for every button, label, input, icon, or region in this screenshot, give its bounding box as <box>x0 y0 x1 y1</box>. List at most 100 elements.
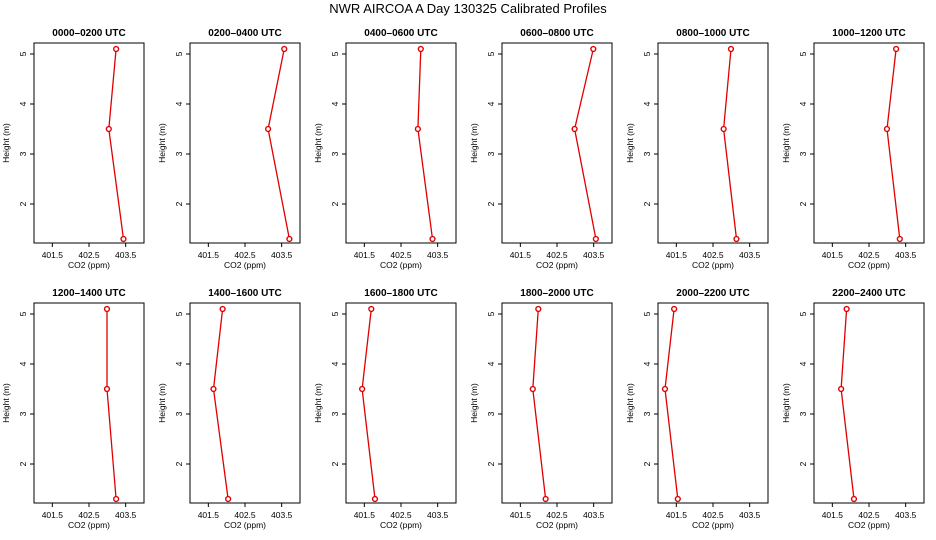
panel-title: 0600–0800 UTC <box>520 28 593 39</box>
y-tick-label: 2 <box>798 201 808 206</box>
x-tick-label: 401.5 <box>354 250 376 260</box>
panel-title: 1600–1800 UTC <box>364 288 437 299</box>
y-tick-label: 4 <box>486 361 496 366</box>
data-point <box>727 45 735 53</box>
profile-panel: 1600–1800 UTC 401.5 402.5 403.5 CO2 (ppm) 2 3 4… <box>313 288 457 530</box>
y-tick-label: 5 <box>330 311 340 316</box>
y-tick-label: 5 <box>486 51 496 56</box>
profile-panel: 2200–2400 UTC 401.5 402.5 403.5 CO2 (ppm) 2 3 4… <box>781 288 925 530</box>
x-tick-label: 403.5 <box>115 510 137 520</box>
plot-frame <box>189 42 301 244</box>
y-tick-label: 5 <box>18 311 28 316</box>
y-tick-label: 3 <box>18 411 28 416</box>
profile-panel: 0800–1000 UTC 401.5 402.5 403.5 CO2 (ppm) 2 3 4… <box>625 28 769 270</box>
data-point <box>542 495 549 503</box>
y-axis-label: Height (m) <box>1 123 11 163</box>
x-tick-label: 403.5 <box>427 250 449 260</box>
data-point <box>720 125 727 133</box>
data-point <box>733 235 740 243</box>
plot-frame <box>501 302 613 504</box>
y-axis-label: Height (m) <box>469 383 479 423</box>
data-point <box>225 495 232 503</box>
plot-frame <box>33 42 145 244</box>
y-tick-label: 4 <box>798 361 808 366</box>
x-axis-label: CO2 (ppm) <box>224 260 266 270</box>
x-tick-label: 403.5 <box>271 250 293 260</box>
x-tick-label: 402.5 <box>234 250 256 260</box>
x-tick-label: 401.5 <box>198 510 220 520</box>
profile-panel: 2000–2200 UTC 401.5 402.5 403.5 CO2 (ppm) 2 3 4… <box>625 288 769 530</box>
plot-frame <box>813 42 925 244</box>
x-tick-label: 403.5 <box>895 510 917 520</box>
y-tick-label: 4 <box>798 101 808 106</box>
y-tick-label: 2 <box>642 201 652 206</box>
x-tick-label: 402.5 <box>390 510 412 520</box>
x-axis-label: CO2 (ppm) <box>692 520 734 530</box>
data-point <box>843 305 850 313</box>
data-point <box>896 235 903 243</box>
x-tick-label: 401.5 <box>510 250 532 260</box>
y-axis-label: Height (m) <box>625 383 635 423</box>
profile-line <box>532 308 547 500</box>
plot-frame <box>345 302 457 504</box>
y-tick-label: 3 <box>798 411 808 416</box>
x-axis-label: CO2 (ppm) <box>536 520 578 530</box>
profile-line <box>361 308 376 500</box>
y-tick-label: 3 <box>486 411 496 416</box>
data-point <box>429 235 436 243</box>
profile-panel: 0000–0200 UTC 401.5 402.5 403.5 CO2 (ppm) 2 3 4… <box>1 28 145 270</box>
plot-frame <box>813 302 925 504</box>
y-tick-label: 2 <box>18 201 28 206</box>
y-axis-label: Height (m) <box>157 123 167 163</box>
x-axis-label: CO2 (ppm) <box>380 520 422 530</box>
data-point <box>113 495 120 503</box>
x-tick-label: 401.5 <box>822 250 844 260</box>
y-axis-label: Height (m) <box>313 123 323 163</box>
y-tick-label: 3 <box>798 151 808 156</box>
x-tick-label: 402.5 <box>546 510 568 520</box>
data-point <box>571 125 578 133</box>
y-tick-label: 4 <box>642 101 652 106</box>
profile-line <box>664 308 679 500</box>
data-point <box>265 125 272 133</box>
y-tick-label: 3 <box>174 411 184 416</box>
profile-panel: 0200–0400 UTC 401.5 402.5 403.5 CO2 (ppm) 2 3 4… <box>157 28 301 270</box>
x-tick-label: 403.5 <box>583 510 605 520</box>
panel-title: 0800–1000 UTC <box>676 28 749 39</box>
x-axis-label: CO2 (ppm) <box>848 520 890 530</box>
data-point <box>590 45 597 53</box>
y-tick-label: 5 <box>174 51 184 56</box>
panel-title: 1200–1400 UTC <box>52 288 125 299</box>
y-tick-label: 4 <box>486 101 496 106</box>
panel-title: 2000–2200 UTC <box>676 288 749 299</box>
figure-title: NWR AIRCOA A Day 130325 Calibrated Profi… <box>329 1 607 16</box>
y-tick-label: 5 <box>798 51 808 56</box>
profile-panel: 1200–1400 UTC 401.5 402.5 403.5 CO2 (ppm) 2 3 4… <box>1 288 145 530</box>
y-tick-label: 5 <box>174 311 184 316</box>
y-tick-label: 2 <box>174 461 184 466</box>
profile-line <box>886 48 901 240</box>
plot-frame <box>345 42 457 244</box>
y-tick-label: 2 <box>486 201 496 206</box>
panel-title: 1800–2000 UTC <box>520 288 593 299</box>
x-tick-label: 403.5 <box>739 250 761 260</box>
x-tick-label: 402.5 <box>78 250 100 260</box>
plot-frame <box>501 42 613 244</box>
profile-line <box>840 308 855 500</box>
y-tick-label: 2 <box>174 201 184 206</box>
data-point <box>120 235 127 243</box>
data-point <box>103 305 111 313</box>
panel-title: 1400–1600 UTC <box>208 288 281 299</box>
profile-panel: 1800–2000 UTC 401.5 402.5 403.5 CO2 (ppm) 2 3 4… <box>469 288 613 530</box>
x-tick-label: 402.5 <box>234 510 256 520</box>
x-tick-label: 403.5 <box>271 510 293 520</box>
data-point <box>535 305 542 313</box>
plot-frame <box>657 42 769 244</box>
plot-frame <box>33 302 145 504</box>
y-tick-label: 4 <box>330 361 340 366</box>
y-axis-label: Height (m) <box>313 383 323 423</box>
data-point <box>838 385 845 393</box>
profile-line <box>722 48 738 240</box>
y-tick-label: 3 <box>486 151 496 156</box>
